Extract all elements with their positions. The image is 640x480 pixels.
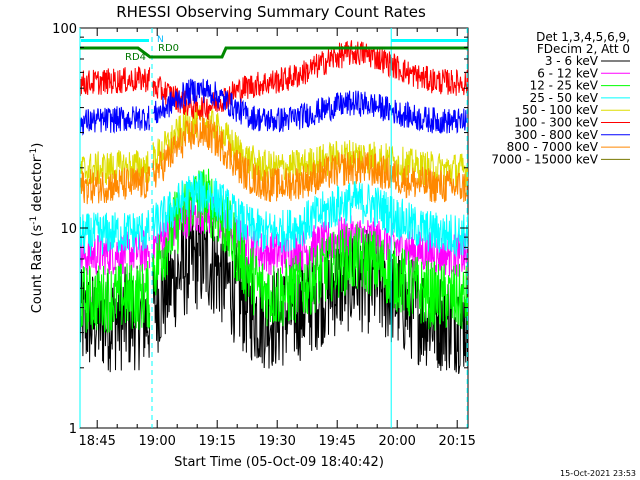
- night-bar: [81, 39, 149, 42]
- night-bar: [391, 39, 467, 42]
- x-tick-label: 18:45: [78, 434, 115, 449]
- x-tick-label: 19:30: [258, 434, 295, 449]
- x-tick-label: 20:15: [438, 434, 475, 449]
- y-axis: 1 10 100: [52, 22, 468, 437]
- y-axis-label-part: ): [30, 143, 45, 148]
- x-tick-label: 19:15: [198, 434, 235, 449]
- series-line: [79, 229, 151, 277]
- legend-header-line-1: Det 1,3,4,5,6,9,: [536, 30, 630, 44]
- x-tick-label: 19:00: [138, 434, 175, 449]
- legend-entry-label: 25 - 50 keV: [530, 91, 599, 105]
- series-line: [79, 210, 151, 257]
- y-tick-label: 100: [52, 22, 77, 37]
- decimation-bar: [80, 46, 468, 59]
- series-layer: [79, 40, 469, 375]
- series-line: [79, 166, 151, 205]
- x-axis: 18:45 19:00 19:15 19:30 19:45 20:00 20:15: [78, 28, 476, 449]
- legend-entry-label: 100 - 300 keV: [514, 116, 598, 130]
- y-axis-label: Count Rate (s-1 detector-1): [29, 143, 45, 314]
- series-line: [152, 40, 469, 121]
- y-tick-label: 1: [69, 422, 77, 437]
- x-tick-label: 19:45: [318, 434, 355, 449]
- legend-entry-label: 800 - 7000 keV: [507, 140, 599, 154]
- series-line: [152, 115, 469, 203]
- legend-entry-label: 50 - 100 keV: [522, 103, 599, 117]
- legend-entry-label: 3 - 6 keV: [545, 54, 599, 68]
- x-tick-label: 20:00: [378, 434, 415, 449]
- rd4-label: RD4: [125, 52, 146, 63]
- x-axis-label: Start Time (05-Oct-09 18:40:42): [174, 455, 384, 470]
- series-line: [79, 66, 151, 97]
- n-label: N: [157, 35, 164, 45]
- overlay-layer: [79, 28, 468, 428]
- series-line: [152, 171, 469, 257]
- legend-entry-label: 300 - 800 keV: [514, 128, 598, 142]
- legend: Det 1,3,4,5,6,9, FDecim 2, Att 0 3 - 6 k…: [491, 30, 630, 166]
- legend-entry-label: 12 - 25 keV: [530, 79, 599, 93]
- y-tick-label: 10: [60, 222, 77, 237]
- series-line: [152, 78, 469, 134]
- legend-entry-label: 7000 - 15000 keV: [491, 152, 598, 166]
- date-stamp: 15-Oct-2021 23:53: [560, 469, 636, 478]
- y-axis-label-sup: -1: [29, 216, 39, 225]
- series-line: [79, 105, 151, 136]
- y-axis-label-part: Count Rate (s: [30, 225, 45, 314]
- legend-entry-label: 6 - 12 keV: [537, 66, 599, 80]
- y-axis-label-sup: -1: [29, 148, 39, 157]
- chart-title: RHESSI Observing Summary Count Rates: [116, 3, 426, 21]
- series-line: [79, 260, 151, 333]
- rd0-label: RD0: [158, 43, 179, 54]
- y-axis-label-part: detector: [30, 156, 45, 216]
- legend-header-line-2: FDecim 2, Att 0: [537, 42, 630, 56]
